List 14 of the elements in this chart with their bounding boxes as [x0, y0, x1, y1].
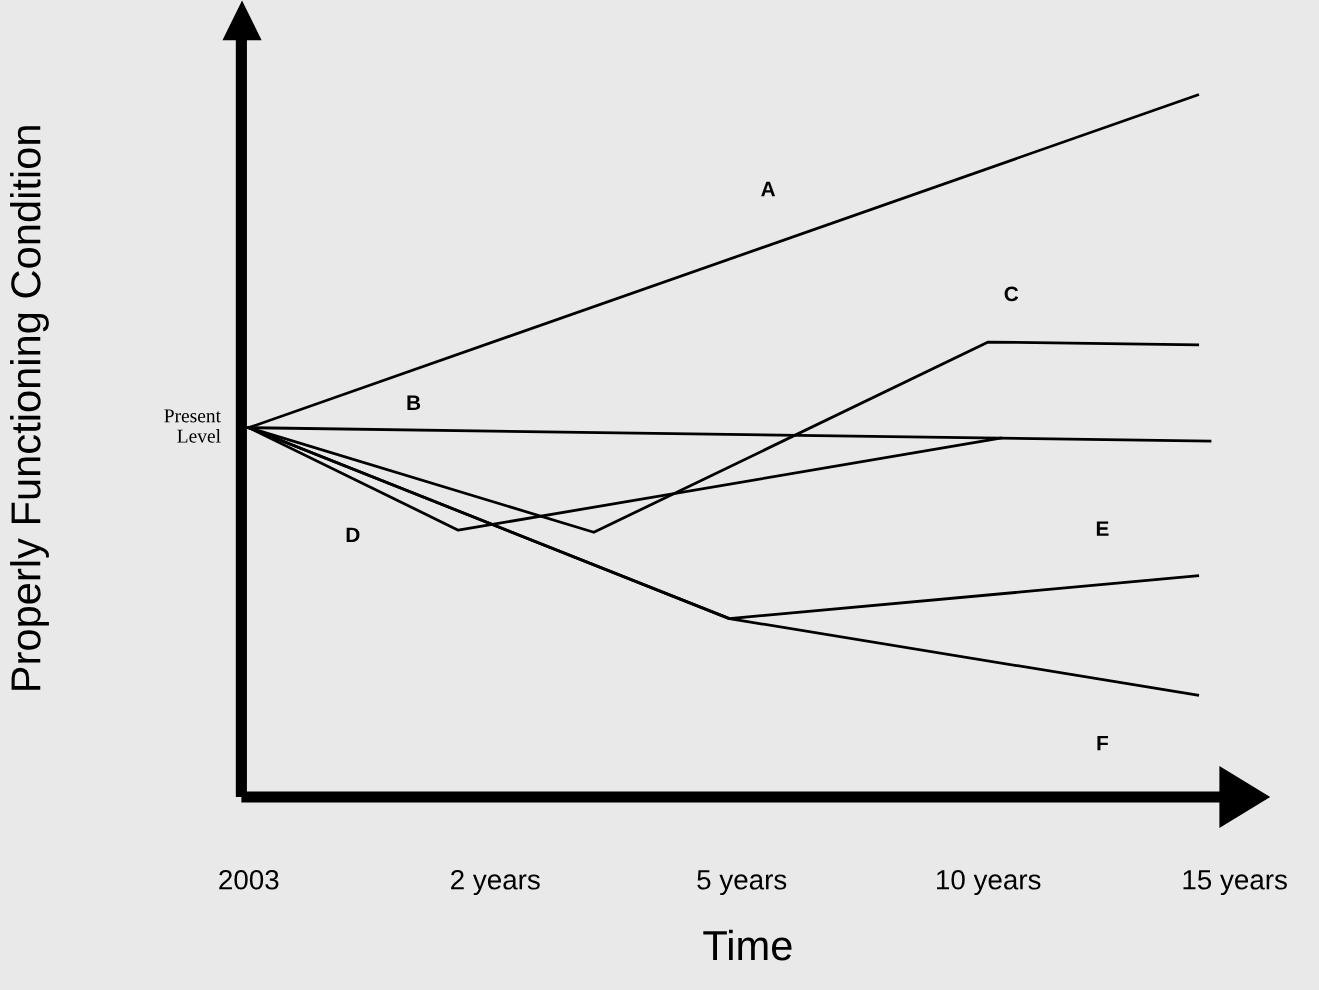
series-label: D [346, 527, 360, 542]
x-axis-title: Time [703, 929, 792, 961]
x-tick-label: 2 years [451, 869, 540, 896]
x-tick-label: 15 years [1183, 870, 1287, 896]
series-label: C [1004, 286, 1019, 302]
series-label: B [407, 395, 421, 410]
x-tick-label: 10 years [937, 869, 1041, 896]
text: E [1096, 521, 1109, 536]
text: A [761, 181, 776, 197]
y-axis-title: Properly Functioning Condition [10, 126, 49, 690]
text: Present Level [164, 409, 221, 443]
x-tick-label: 5 years [697, 870, 787, 896]
x-tick-label: 2003 [219, 869, 279, 890]
text: F [1097, 735, 1109, 751]
